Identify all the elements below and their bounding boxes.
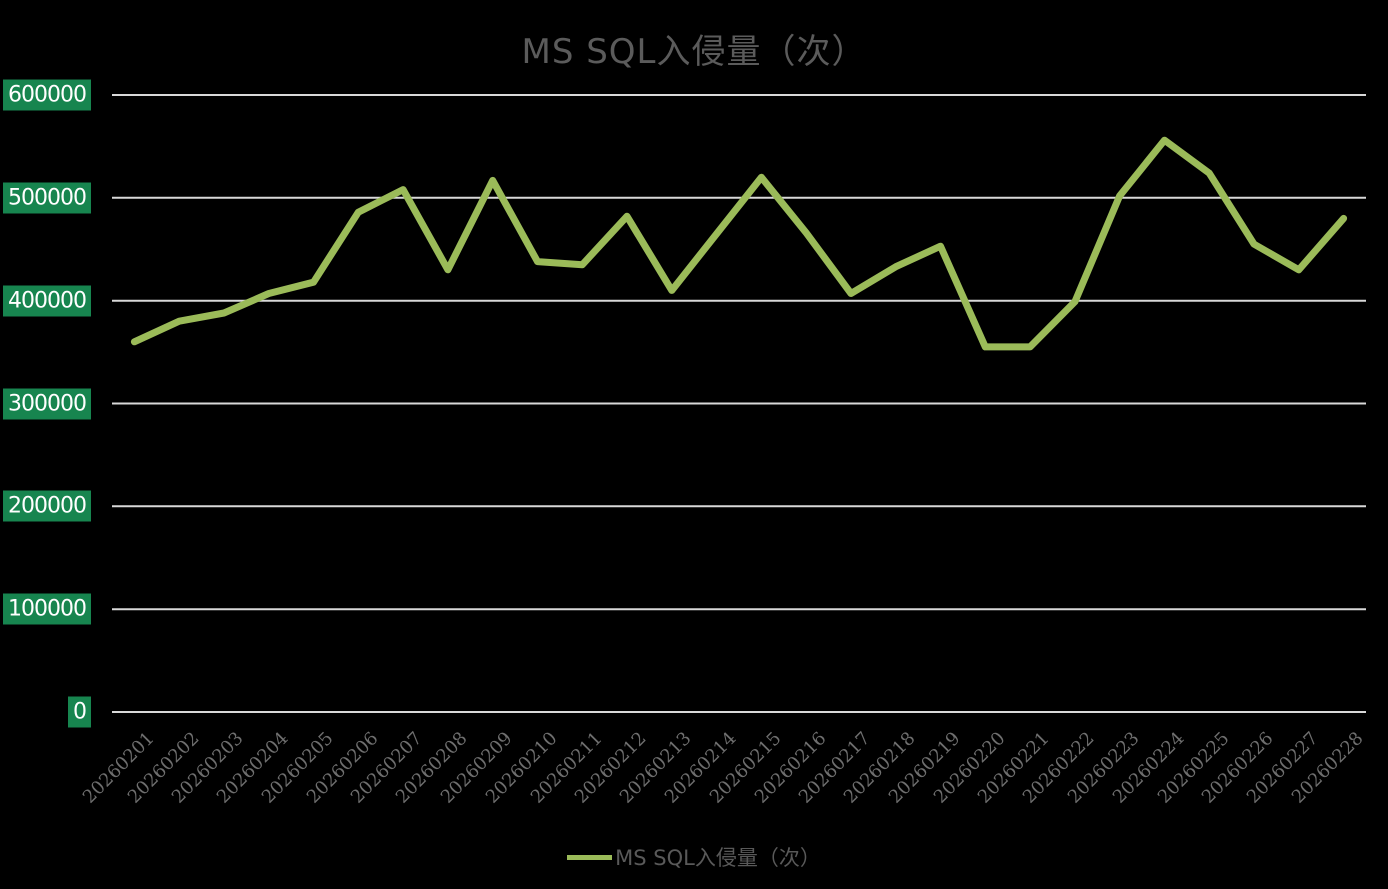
y-tick-label: 600000 xyxy=(3,79,91,111)
y-tick-label: 300000 xyxy=(3,388,91,419)
y-tick-label: 400000 xyxy=(3,285,91,317)
y-tick-label: 200000 xyxy=(3,490,91,522)
series-line xyxy=(130,136,1348,351)
legend-line-marker-icon xyxy=(567,854,613,860)
y-tick-label: 500000 xyxy=(3,182,91,214)
legend-label: MS SQL入侵量（次） xyxy=(615,846,821,870)
y-tick-label: 0 xyxy=(68,696,91,728)
chart-title: MS SQL入侵量（次） xyxy=(521,32,867,72)
y-tick-label: 100000 xyxy=(3,593,91,625)
legend: MS SQL入侵量（次） xyxy=(0,842,1388,872)
